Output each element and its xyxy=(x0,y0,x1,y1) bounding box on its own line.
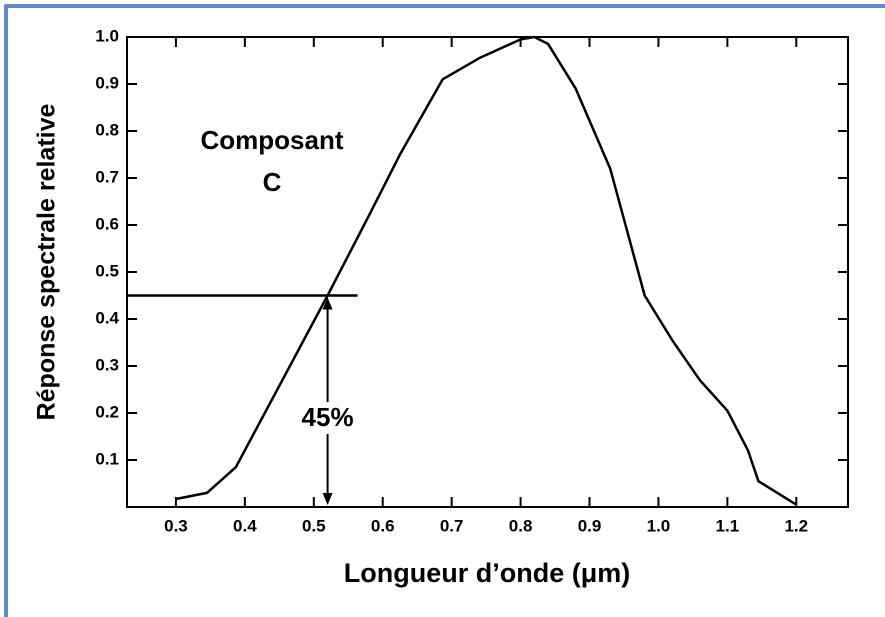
x-tick-label: 1.0 xyxy=(647,516,671,535)
arrow-head xyxy=(322,297,333,310)
curve xyxy=(175,35,797,506)
x-tick-label: 0.6 xyxy=(371,516,395,535)
y-tick-label: 0.3 xyxy=(95,355,119,374)
x-tick-label: 1.2 xyxy=(784,516,808,535)
y-tick-label: 0.8 xyxy=(95,120,119,139)
x-tick-label: 0.3 xyxy=(164,516,188,535)
x-tick-label: 0.8 xyxy=(509,516,533,535)
y-tick-label: 0.9 xyxy=(95,73,119,92)
label-bg xyxy=(293,402,362,434)
x-tick-label: 0.5 xyxy=(302,516,326,535)
y-tick-label: 0.5 xyxy=(95,261,119,280)
x-tick-label: 1.1 xyxy=(716,516,740,535)
x-axis-label: Longueur d’onde (μm) xyxy=(344,558,630,588)
annotation-title: Composant xyxy=(201,125,344,155)
y-axis-label: Réponse spectrale relative xyxy=(33,103,61,420)
annotation-title: C xyxy=(263,167,282,197)
annotation-label: 45% xyxy=(302,402,354,432)
y-tick-label: 0.1 xyxy=(95,449,119,468)
y-tick-label: 1.0 xyxy=(95,26,119,45)
x-tick-label: 0.4 xyxy=(233,516,257,535)
x-tick-label: 0.7 xyxy=(440,516,464,535)
x-tick-label: 0.9 xyxy=(578,516,602,535)
y-tick-label: 0.6 xyxy=(95,214,119,233)
arrow-head xyxy=(322,493,333,505)
y-tick-label: 0.7 xyxy=(95,167,119,186)
y-tick-label: 0.2 xyxy=(95,402,119,421)
y-tick-label: 0.4 xyxy=(95,308,119,327)
